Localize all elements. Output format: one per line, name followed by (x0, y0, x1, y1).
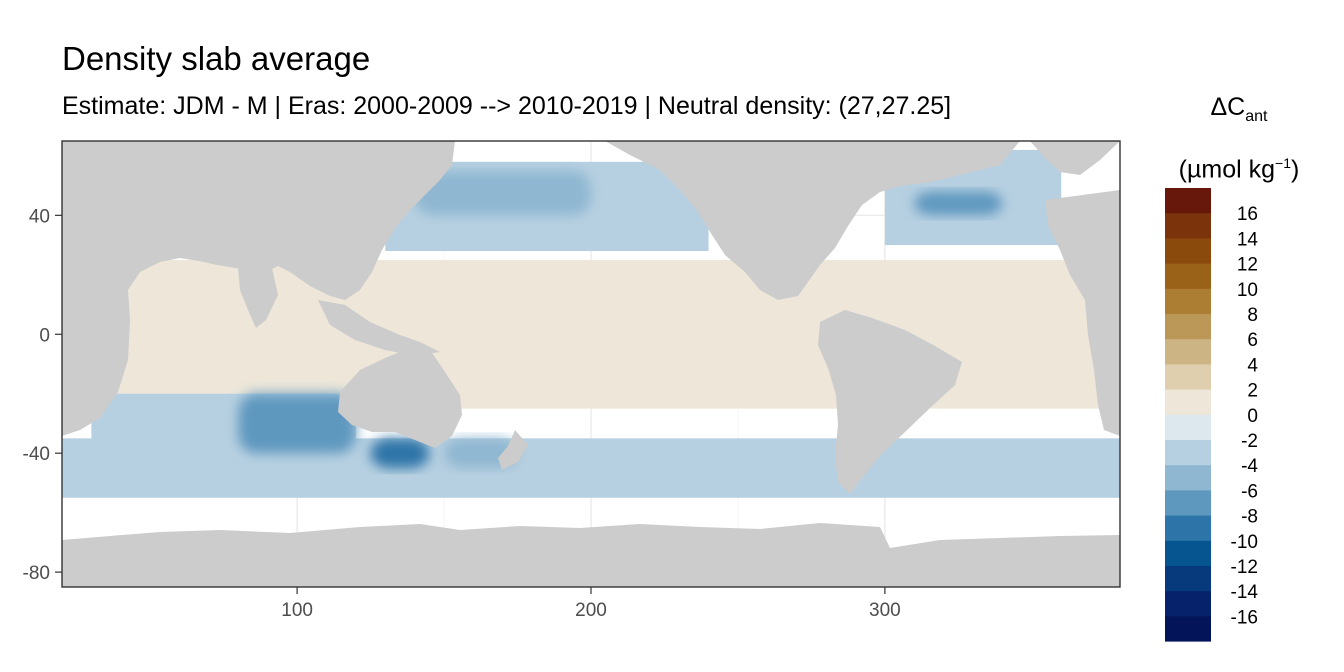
region-southern-ocean-band (62, 438, 1120, 498)
legend-label: -8 (1241, 507, 1258, 528)
region-north-atlantic-core (914, 191, 1003, 216)
legend-swatch (1165, 440, 1211, 466)
legend-title-unit: (µmol kg−1) (1152, 140, 1326, 192)
chart-subtitle: Estimate: JDM - M | Eras: 2000-2009 --> … (62, 92, 952, 120)
legend-label: -10 (1231, 532, 1258, 553)
chart-title: Density slab average (62, 40, 371, 77)
land-africa-right (1085, 300, 1120, 436)
legend-swatch (1165, 339, 1211, 365)
land-new-zealand (498, 430, 528, 470)
x-tick-label: 300 (869, 600, 901, 621)
legend-unit-sup: −1 (1275, 155, 1291, 171)
legend-label: 16 (1237, 204, 1258, 225)
legend-swatch (1165, 213, 1211, 239)
land-south-america (818, 310, 962, 494)
legend-label: 2 (1247, 381, 1258, 402)
legend-title-quantity: ΔCant (1152, 84, 1326, 140)
x-tick-label: 200 (575, 600, 607, 621)
y-tick-label: -80 (23, 563, 50, 584)
legend-label: 14 (1237, 229, 1259, 250)
region-australia-southwest-core (238, 393, 356, 454)
region-australia-south-core (370, 438, 430, 469)
legend-swatch (1165, 314, 1211, 340)
legend-label: 8 (1247, 305, 1258, 326)
legend-label: 12 (1237, 255, 1258, 276)
legend-swatch (1165, 288, 1211, 315)
land-mask (62, 141, 1120, 587)
legend-label: -6 (1241, 481, 1258, 502)
land-india (238, 268, 278, 328)
legend-swatch (1165, 515, 1211, 542)
y-tick-label: 0 (39, 325, 50, 346)
legend-label: 0 (1247, 406, 1258, 427)
legend-title-sub: ant (1245, 108, 1268, 125)
land-asia (175, 141, 455, 300)
x-tick-label: 100 (281, 600, 313, 621)
y-axis: 40 0 -40 -80 (23, 206, 62, 584)
legend-swatch (1165, 389, 1211, 416)
land-indonesia (318, 300, 440, 356)
legend-label: 6 (1247, 330, 1258, 351)
x-axis: 100 200 300 (281, 587, 901, 621)
land-australia (338, 348, 462, 448)
legend-title: ΔCant (µmol kg−1) (1152, 84, 1326, 192)
legend-unit-pre: (µmol kg (1178, 155, 1276, 184)
legend-label: -16 (1231, 607, 1258, 628)
legend-swatch (1165, 490, 1211, 516)
legend-swatch (1165, 414, 1211, 441)
legend-swatch (1165, 566, 1211, 592)
legend-unit-post: ) (1291, 155, 1300, 184)
legend-swatch (1165, 540, 1211, 567)
legend-label: -14 (1231, 582, 1259, 603)
land-antarctica (62, 523, 1120, 587)
legend-swatch-bottom (1165, 616, 1211, 642)
legend-label: -2 (1241, 431, 1258, 452)
legend-swatch (1165, 364, 1211, 390)
legend-title-main: ΔC (1210, 93, 1246, 121)
legend: 16 14 12 10 8 6 4 2 0 -2 -4 -6 -8 -10 -12 -14 -16 (1165, 188, 1258, 642)
legend-swatch (1165, 465, 1211, 491)
legend-swatch (1165, 591, 1211, 617)
legend-swatch (1165, 263, 1211, 290)
legend-label: 10 (1237, 280, 1258, 301)
land-north-america (605, 141, 1020, 300)
y-tick-label: 40 (29, 206, 50, 227)
legend-label: -4 (1241, 456, 1258, 477)
legend-label: 4 (1247, 355, 1258, 376)
region-north-pacific-core (414, 170, 591, 216)
land-greenland (1030, 141, 1120, 175)
y-tick-label: -40 (23, 444, 50, 465)
plot-panel (62, 141, 1120, 587)
legend-label: -12 (1231, 557, 1258, 578)
legend-swatch (1165, 238, 1211, 264)
legend-swatch (1165, 188, 1211, 214)
